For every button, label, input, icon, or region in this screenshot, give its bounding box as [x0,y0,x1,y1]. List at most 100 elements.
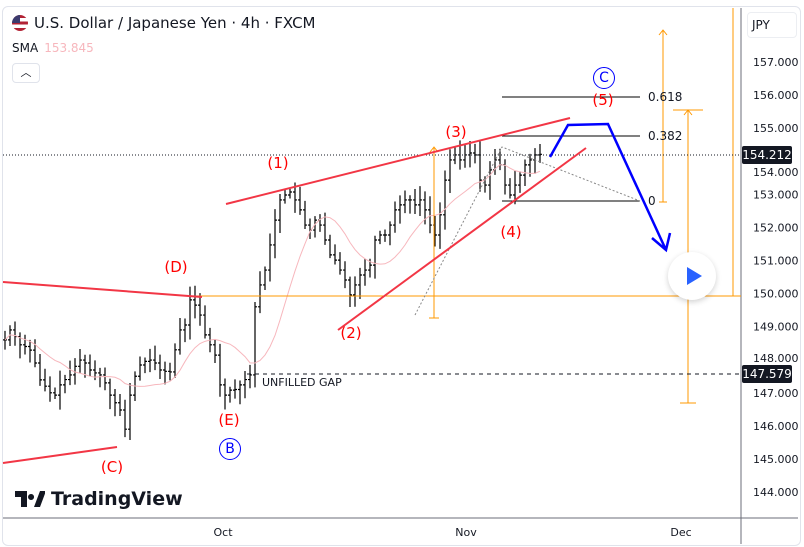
ohlc-bar [238,380,242,405]
ohlc-bar [518,171,522,193]
ohlc-bar [243,370,247,399]
ohlc-bar [273,209,277,259]
ohlc-bar [68,360,72,386]
wave-d-label: (D) [164,258,188,276]
ohlc-bar [503,159,507,195]
ohlc-bar [403,190,407,214]
ohlc-bar [443,170,447,230]
price-tick-label: 155.000 [753,122,799,135]
ohlc-bar [103,367,107,391]
ohlc-bar [253,302,257,388]
ohlc-bar [408,195,412,214]
ohlc-bar [478,141,482,192]
ohlc-bar [218,343,222,397]
ohlc-bar [448,149,452,194]
ohlc-bar [498,148,502,171]
ohlc-bar [43,368,47,392]
wave-3-label: (3) [445,123,467,141]
fib-618-label: 0.618 [648,90,683,104]
logo-text: TradingView [51,488,183,510]
ohlc-bar [333,244,337,265]
ohlc-bar [18,332,22,359]
ohlc-bar [383,229,387,242]
ohlc-bar [278,193,282,234]
symbol-header[interactable]: U.S. Dollar / Japanese Yen · 4h · FXCM [12,14,315,32]
time-tick-label: Dec [670,526,691,539]
ohlc-bar [328,234,332,259]
ohlc-bar [348,276,352,307]
ohlc-bar [538,144,542,163]
ohlc-bar [73,358,77,385]
ohlc-bar [268,233,272,282]
ohlc-bar [283,189,287,204]
ohlc-bar [418,186,422,217]
wave-2-label: (2) [340,324,362,342]
ohlc-bar [288,187,292,199]
ohlc-bar [113,389,117,417]
ohlc-bar [203,305,207,339]
ohlc-bar [233,379,237,399]
ohlc-bar [413,188,417,214]
ohlc-bar [303,200,307,229]
ohlc-bar [153,345,157,371]
ohlc-bar [38,353,42,386]
tradingview-logo[interactable]: TradingView [15,488,183,510]
ohlc-bar [213,339,217,363]
sma-label: SMA [12,41,39,55]
circled-c-label: C [593,67,615,89]
ohlc-bar [468,140,472,168]
ohlc-bar [123,399,127,438]
ohlc-bar [158,354,162,380]
ohlc-bar [428,196,432,234]
price-tick-label: 149.000 [753,321,799,334]
currency-button[interactable]: JPY [747,12,797,38]
wave-e-label: (E) [218,411,240,429]
ohlc-bar [488,161,492,200]
ohlc-bar [98,367,102,388]
price-tick-label: 154.000 [753,166,799,179]
ohlc-bar [388,221,392,246]
ohlc-bar [53,387,57,400]
wave-1-label: (1) [267,154,289,172]
ohlc-bar [393,201,397,233]
ohlc-bar [363,258,367,286]
ohlc-bar [183,318,187,343]
ohlc-bar [248,364,252,389]
price-tick-label: 144.000 [753,486,799,499]
ohlc-bar [188,286,192,340]
chevron-up-icon[interactable]: ︿ [12,63,40,83]
ohlc-bar [263,266,267,291]
price-tick-label: 148.000 [753,352,799,365]
ohlc-bar [358,267,362,300]
usd-jpy-flag-icon [12,15,28,31]
price-tick-label: 150.000 [753,288,799,301]
time-tick-label: Oct [213,526,233,539]
price-tick-label: 145.000 [753,453,799,466]
ohlc-bar [128,383,132,441]
ohlc-bar [28,339,32,363]
wave-5-label: (5) [592,91,614,109]
ohlc-bar [533,148,537,174]
ohlc-bar [463,144,467,168]
wave-c-label: (C) [100,458,124,476]
sma-legend[interactable]: SMA 153.845 [12,41,94,55]
ohlc-bar [373,235,377,279]
price-tick-label: 156.000 [753,89,799,102]
ohlc-bar [118,393,122,417]
ohlc-bar [48,376,52,402]
fib-382-label: 0.382 [648,129,683,143]
gap-price-tag: 147.579 [742,365,792,383]
ohlc-bar [398,195,402,224]
ohlc-bar [13,321,17,346]
ohlc-bar [83,354,87,378]
ohlc-bar [178,318,182,355]
ohlc-bars [3,140,542,441]
price-tick-label: 151.000 [753,254,799,267]
price-tick-label: 152.000 [753,221,799,234]
ohlc-bar [78,348,82,373]
ohlc-bar [148,348,152,373]
play-button[interactable] [668,252,716,300]
ohlc-bar [513,170,517,205]
ohlc-bar [8,325,12,347]
